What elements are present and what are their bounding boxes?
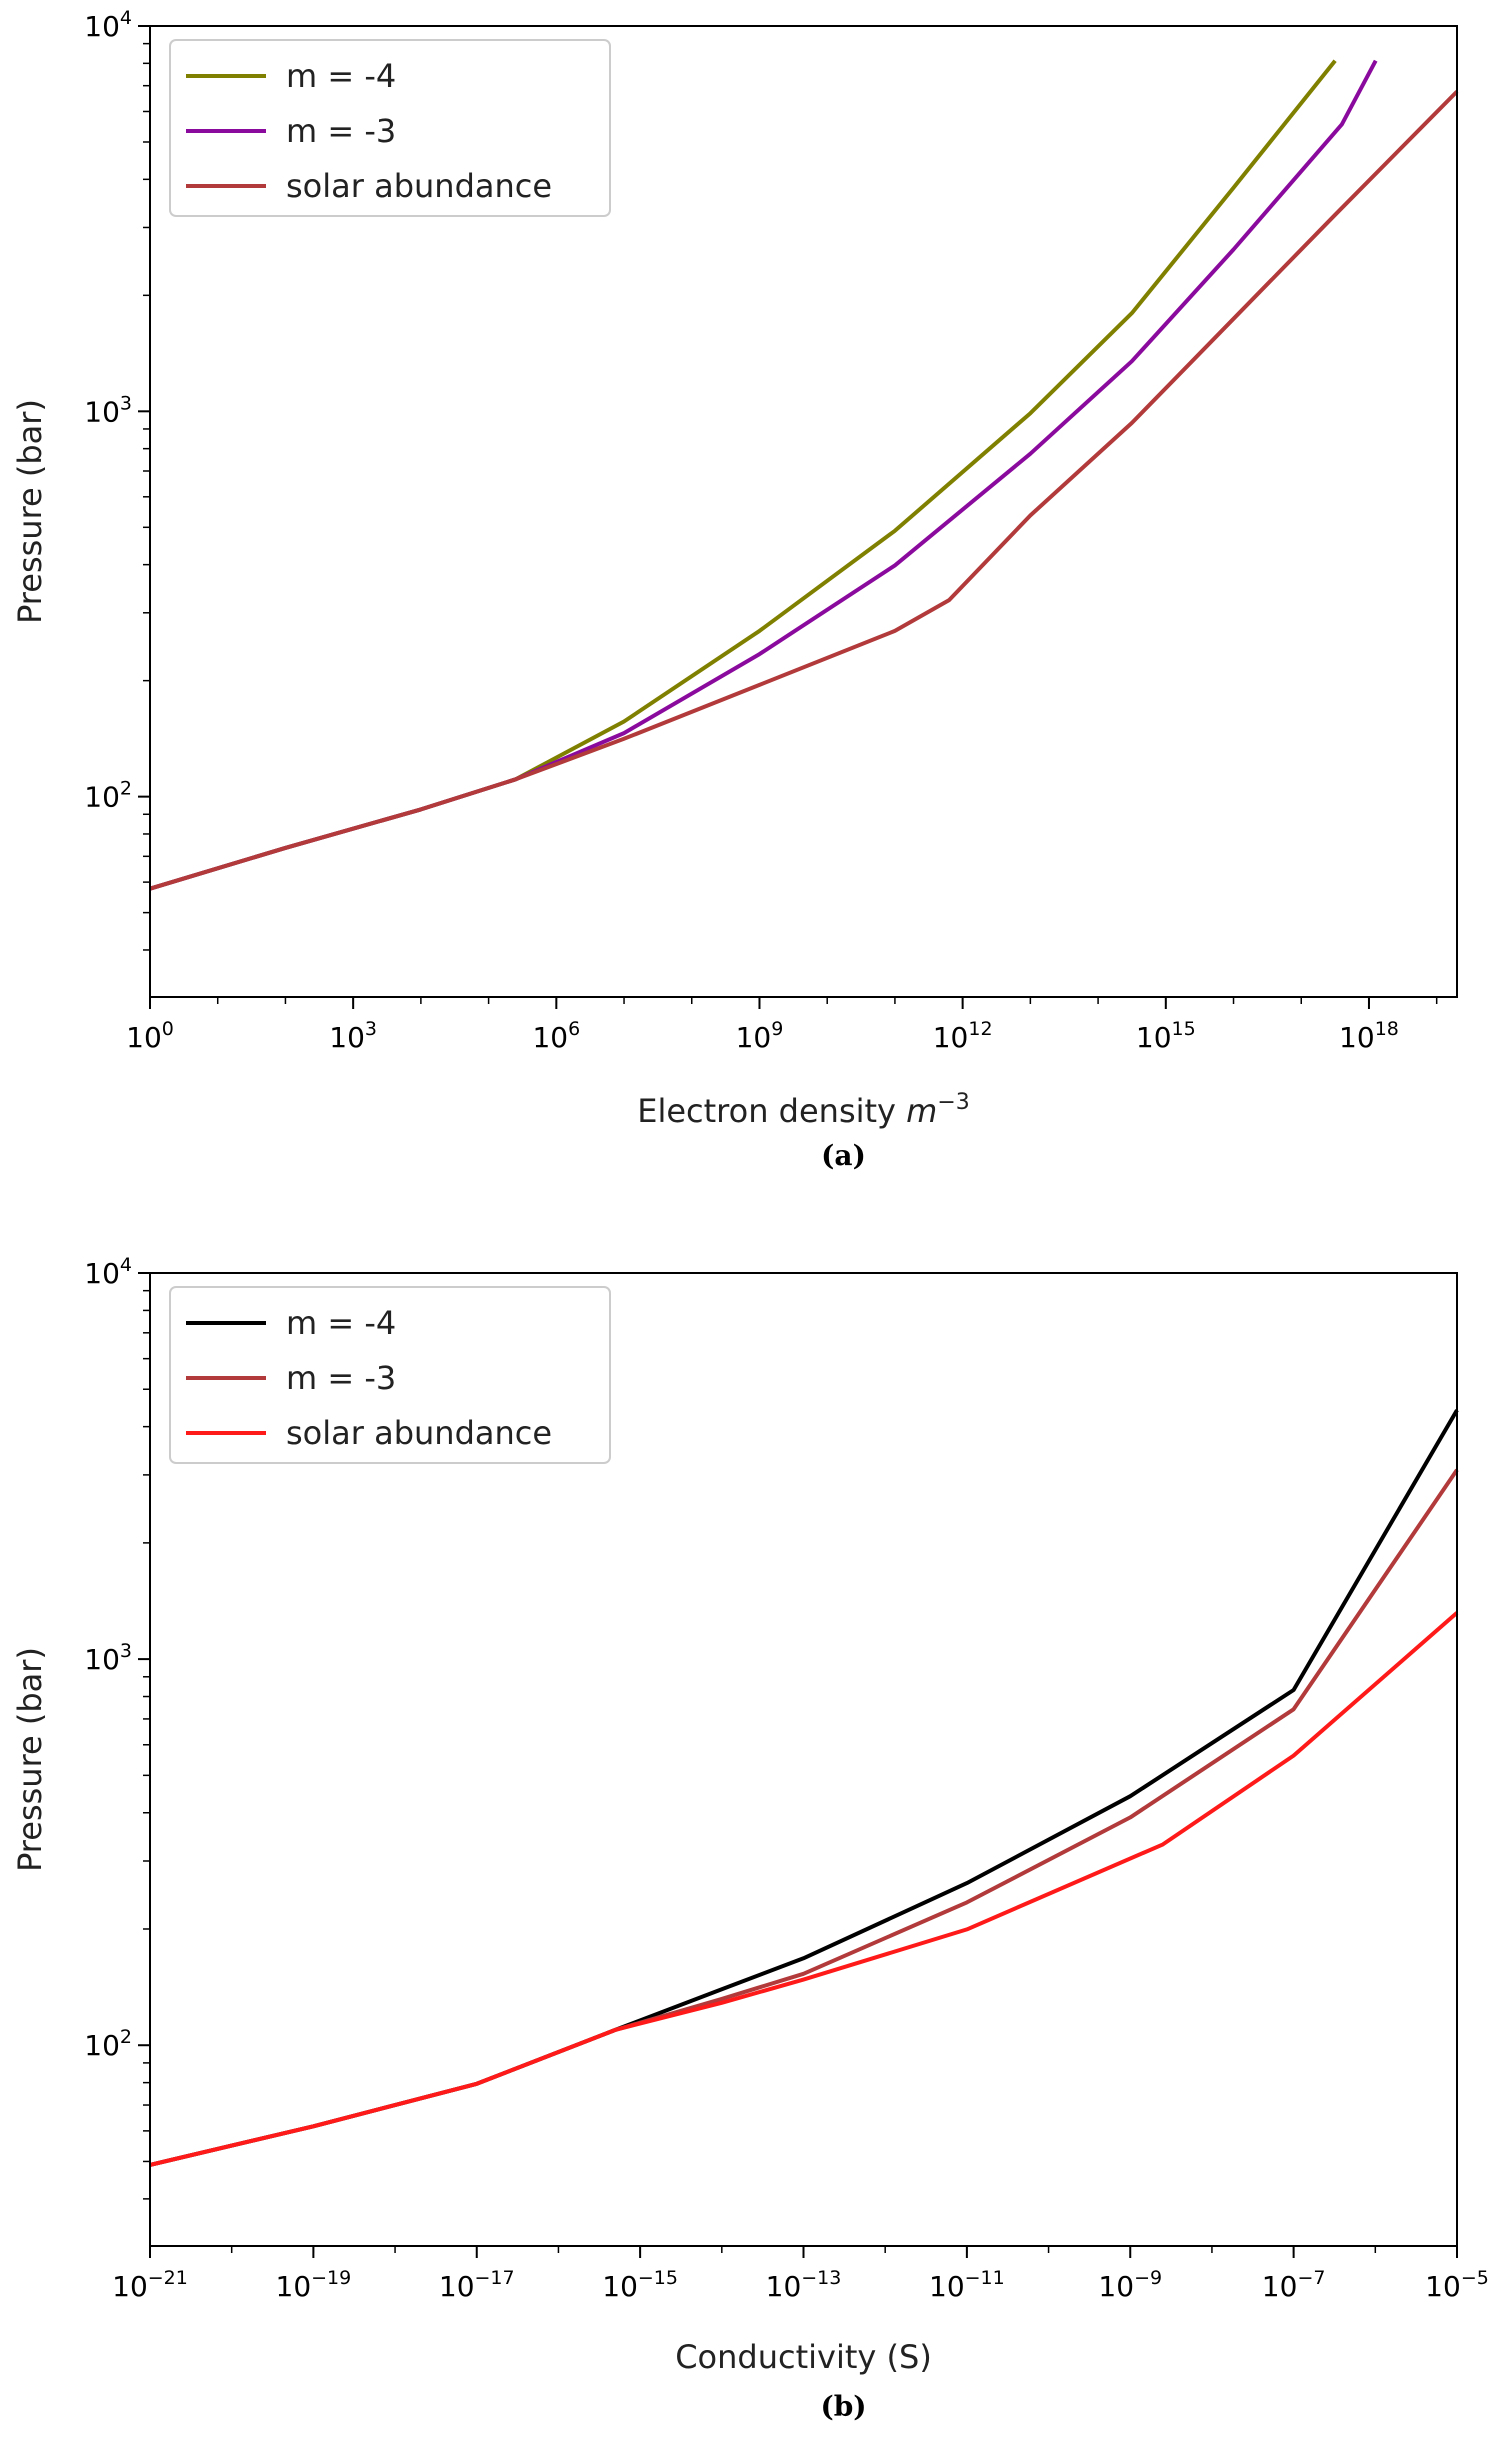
x-tick-label: 10−9	[1098, 2267, 1162, 2303]
x-tick-label-exp: −15	[638, 2267, 678, 2289]
x-tick-label-exp: 18	[1375, 1018, 1399, 1040]
y-tick-label: 104	[84, 1254, 132, 1290]
y-axis-label: Pressure (bar)	[11, 399, 49, 624]
x-tick-label-base: 10	[1136, 1021, 1172, 1054]
x-tick-label-exp: −21	[148, 2267, 188, 2289]
y-tick-label-exp: 3	[120, 1640, 132, 1662]
y-tick-label: 103	[84, 392, 132, 428]
x-tick-label-exp: −19	[311, 2267, 351, 2289]
x-tick-label-exp: −13	[801, 2267, 841, 2289]
x-tick-label-exp: −9	[1134, 2267, 1162, 2289]
series-line-solar-abundance	[149, 90, 1459, 891]
x-tick-label-exp: 6	[568, 1018, 580, 1040]
x-tick-label-exp: −17	[475, 2267, 515, 2289]
y-tick-label-base: 10	[84, 1257, 120, 1290]
panel-b: 10−21 10−19 10−17 10−15 10−13 10−11 10−9 10−7 10…	[11, 1254, 1489, 2423]
x-axis-unit-exp: −3	[937, 1090, 969, 1115]
legend-label: m = -4	[286, 1304, 396, 1342]
series-line-m-4	[149, 1409, 1459, 2167]
series-line-m-3	[149, 1468, 1459, 2167]
x-tick-label-exp: 9	[771, 1018, 783, 1040]
x-tick-label: 10−21	[112, 2267, 188, 2303]
x-tick-label-exp: 15	[1172, 1018, 1196, 1040]
legend-label: solar abundance	[286, 167, 552, 205]
x-axis-unit: m	[896, 1092, 937, 1130]
x-tick-label-exp: 12	[968, 1018, 992, 1040]
series-line-solar-abundance	[149, 1611, 1459, 2167]
x-tick-label-base: 10	[1262, 2270, 1298, 2303]
x-tick-label-base: 10	[1425, 2270, 1461, 2303]
x-tick-label: 1015	[1136, 1018, 1196, 1054]
legend-label: solar abundance	[286, 1414, 552, 1452]
y-tick-label-base: 10	[84, 1643, 120, 1676]
plot-frame	[149, 25, 1458, 998]
legend-label: m = -3	[286, 112, 396, 150]
x-axis-label: Electron density m−3	[637, 1090, 970, 1130]
x-tick-label-base: 10	[329, 1021, 365, 1054]
x-axis-label-text: Electron density	[637, 1092, 896, 1130]
x-tick-label-base: 10	[1098, 2270, 1134, 2303]
x-tick-label-base: 10	[532, 1021, 568, 1054]
legend: m = -4 m = -3 solar abundance	[169, 1286, 611, 1464]
x-tick-label-base: 10	[736, 1021, 772, 1054]
y-tick-label-exp: 4	[120, 7, 132, 29]
y-tick-label-exp: 3	[120, 392, 132, 414]
x-tick-label-base: 10	[1339, 1021, 1375, 1054]
x-tick-label-base: 10	[439, 2270, 475, 2303]
x-tick-label-base: 10	[933, 1021, 969, 1054]
y-tick-label-base: 10	[84, 10, 120, 43]
x-tick-label-exp: −7	[1297, 2267, 1325, 2289]
legend: m = -4 m = -3 solar abundance	[169, 39, 611, 217]
y-tick-label-exp: 2	[120, 778, 132, 800]
y-tick-label-base: 10	[84, 395, 120, 428]
y-tick-label-base: 10	[84, 2029, 120, 2062]
x-tick-label: 1012	[933, 1018, 993, 1054]
x-tick-label-exp: 3	[365, 1018, 377, 1040]
figure-caption: (a)	[821, 1139, 866, 1172]
x-tick-label-base: 10	[276, 2270, 312, 2303]
legend-label: m = -4	[286, 57, 396, 95]
x-tick-label: 10−15	[602, 2267, 678, 2303]
x-tick-label: 10−11	[929, 2267, 1005, 2303]
legend-label: m = -3	[286, 1359, 396, 1397]
y-tick-label: 104	[84, 7, 132, 43]
y-tick-label: 102	[84, 778, 132, 814]
y-tick-label: 103	[84, 1640, 132, 1676]
x-tick-label-exp: 0	[162, 1018, 174, 1040]
legend-box	[169, 39, 611, 217]
x-axis-label: Conductivity (S)	[675, 2338, 932, 2376]
legend-box	[169, 1286, 611, 1464]
x-tick-label-exp: −11	[965, 2267, 1005, 2289]
y-tick-label-exp: 4	[120, 1254, 132, 1276]
x-tick-label-base: 10	[766, 2270, 802, 2303]
x-tick-label: 100	[126, 1018, 174, 1054]
y-tick-label-exp: 2	[120, 2026, 132, 2048]
x-tick-label-base: 10	[602, 2270, 638, 2303]
x-tick-label: 10−17	[439, 2267, 515, 2303]
x-tick-label: 103	[329, 1018, 377, 1054]
x-tick-label: 10−7	[1262, 2267, 1326, 2303]
y-axis-label: Pressure (bar)	[11, 1647, 49, 1872]
y-tick-label-base: 10	[84, 781, 120, 814]
x-tick-label-base: 10	[112, 2270, 148, 2303]
x-tick-label: 1018	[1339, 1018, 1399, 1054]
x-tick-label: 10−5	[1425, 2267, 1489, 2303]
panel-a: 100 103 106 109 1012 1015 1018102103104Pressur…	[11, 7, 1459, 1172]
x-tick-label-base: 10	[126, 1021, 162, 1054]
x-tick-label-exp: −5	[1461, 2267, 1489, 2289]
x-axis-label-text: Conductivity (S)	[675, 2338, 932, 2376]
x-tick-label: 10−13	[766, 2267, 842, 2303]
x-tick-label: 109	[736, 1018, 784, 1054]
y-tick-label: 102	[84, 2026, 132, 2062]
x-tick-label: 10−19	[276, 2267, 352, 2303]
figure-caption: (b)	[820, 2390, 866, 2423]
x-tick-label-base: 10	[929, 2270, 965, 2303]
x-tick-label: 106	[532, 1018, 580, 1054]
